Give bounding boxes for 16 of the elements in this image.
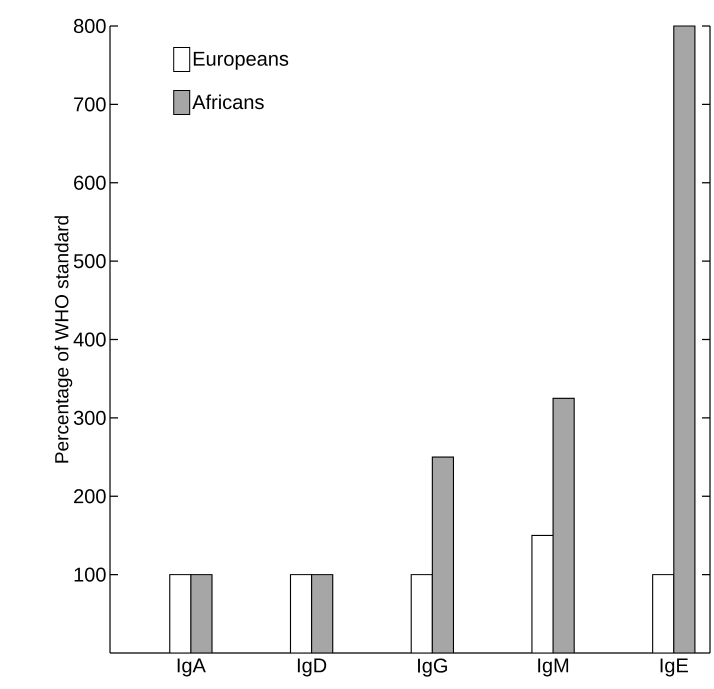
- x-tick-label: IgM: [538, 658, 568, 676]
- y-tick-label: 700: [74, 97, 106, 112]
- y-axis-title: Percentage of WHO standard: [54, 216, 72, 463]
- y-tick-label: 400: [74, 332, 106, 347]
- y-tick-label: 800: [74, 18, 106, 34]
- y-tick-label: 500: [74, 254, 106, 268]
- x-tick-label: IgD: [298, 658, 326, 676]
- y-tick-label: 200: [74, 489, 106, 504]
- legend-label: Europeans: [194, 52, 288, 70]
- x-tick-label: IgG: [418, 658, 447, 677]
- legend-label: Africans: [192, 94, 264, 110]
- y-tick-label: 100: [74, 568, 106, 582]
- x-tick-label: IgE: [660, 658, 688, 676]
- x-tick-label: IgA: [178, 658, 206, 676]
- y-tick-label: 300: [74, 410, 106, 425]
- y-tick-label: 600: [74, 176, 106, 190]
